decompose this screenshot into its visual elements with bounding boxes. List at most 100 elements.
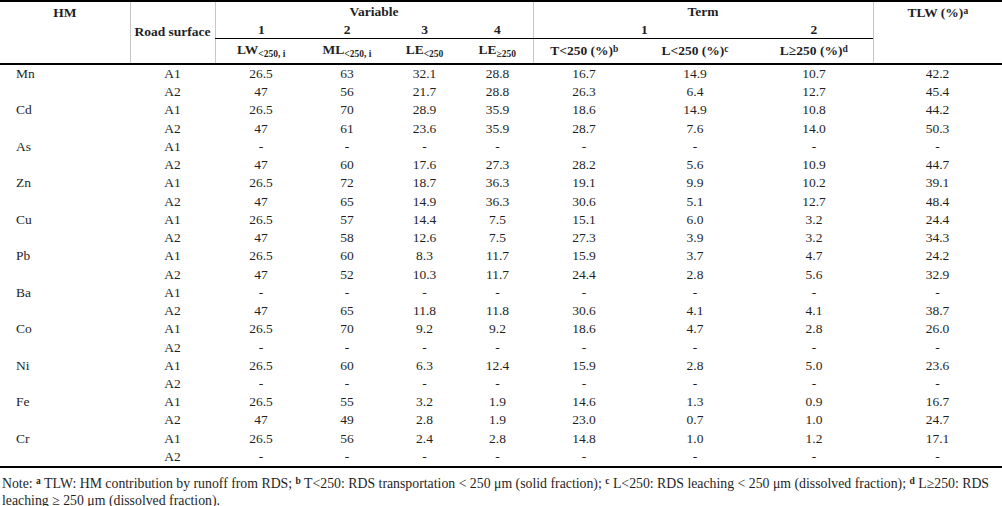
le-over-250-value-cell: - xyxy=(462,375,533,393)
hm-label xyxy=(0,448,130,467)
t-under-250-value-cell: 15.9 xyxy=(533,357,635,375)
l-over-250-value-cell: 4.1 xyxy=(755,302,873,320)
le-over-250-subheader: LE≥250 xyxy=(462,39,533,65)
table-row: A2 - - - - - - - - xyxy=(0,375,1002,393)
l-over-250-value-cell: - xyxy=(755,138,873,156)
le-under-250-value-cell: 3.2 xyxy=(387,393,462,411)
hm-label: Ni xyxy=(0,357,130,375)
l-under-250-value-cell: 9.9 xyxy=(635,174,755,192)
t-under-250-subheader: T<250 (%)b xyxy=(533,39,635,65)
table-body: Mn A1 26.5 63 32.1 28.8 16.7 14.9 10.7 4… xyxy=(0,64,1002,467)
le-under-250-value-cell: - xyxy=(387,375,462,393)
le-over-250-value-cell: 27.3 xyxy=(462,156,533,174)
tlw-superscript: a xyxy=(963,6,968,16)
tlw-value-cell: 26.0 xyxy=(873,320,1002,338)
ml-value-cell: 55 xyxy=(307,393,387,411)
subheader-base: LE xyxy=(479,42,497,57)
lw-value-cell: 26.5 xyxy=(215,393,307,411)
ml-value-cell: 63 xyxy=(307,64,387,83)
t-under-250-value-cell: 30.6 xyxy=(533,302,635,320)
table-row: A2 47 61 23.6 35.9 28.7 7.6 14.0 50.3 xyxy=(0,120,1002,138)
tlw-value-cell: - xyxy=(873,284,1002,302)
hm-label xyxy=(0,266,130,284)
road-surface-value: A2 xyxy=(130,156,215,174)
road-surface-value: A2 xyxy=(130,229,215,247)
ml-value-cell: 56 xyxy=(307,430,387,448)
le-under-250-value-cell: 14.4 xyxy=(387,211,462,229)
term-group-1-header: 1 xyxy=(533,23,755,39)
tlw-value-cell: 23.6 xyxy=(873,357,1002,375)
l-over-250-value-cell: - xyxy=(755,284,873,302)
t-under-250-value-cell: 14.8 xyxy=(533,430,635,448)
table-row: Mn A1 26.5 63 32.1 28.8 16.7 14.9 10.7 4… xyxy=(0,64,1002,83)
l-over-250-value-cell: 14.0 xyxy=(755,120,873,138)
table-row: Ba A1 - - - - - - - - xyxy=(0,284,1002,302)
hm-label xyxy=(0,193,130,211)
hm-label: Pb xyxy=(0,247,130,265)
lw-value-cell: - xyxy=(215,375,307,393)
term-group-2-header: 2 xyxy=(755,23,873,39)
le-over-250-value-cell: 1.9 xyxy=(462,411,533,429)
l-over-250-value-cell: 4.7 xyxy=(755,247,873,265)
table-row: Cd A1 26.5 70 28.9 35.9 18.6 14.9 10.8 4… xyxy=(0,101,1002,119)
tlw-value-cell: 24.7 xyxy=(873,411,1002,429)
le-under-250-value-cell: - xyxy=(387,138,462,156)
le-over-250-value-cell: 11.7 xyxy=(462,266,533,284)
lw-value-cell: 47 xyxy=(215,193,307,211)
table-row: Fe A1 26.5 55 3.2 1.9 14.6 1.3 0.9 16.7 xyxy=(0,393,1002,411)
table-row: A2 - - - - - - - - xyxy=(0,339,1002,357)
table-row: Zn A1 26.5 72 18.7 36.3 19.1 9.9 10.2 39… xyxy=(0,174,1002,192)
le-under-250-value-cell: 8.3 xyxy=(387,247,462,265)
lw-value-cell: 47 xyxy=(215,120,307,138)
tlw-value-cell: 24.4 xyxy=(873,211,1002,229)
le-over-250-value-cell: 36.3 xyxy=(462,174,533,192)
table-row: Cu A1 26.5 57 14.4 7.5 15.1 6.0 3.2 24.4 xyxy=(0,211,1002,229)
l-under-250-value-cell: 6.4 xyxy=(635,83,755,101)
ml-value-cell: 49 xyxy=(307,411,387,429)
l-under-250-value-cell: 4.1 xyxy=(635,302,755,320)
road-surface-value: A1 xyxy=(130,138,215,156)
lw-value-cell: 26.5 xyxy=(215,357,307,375)
l-over-250-value-cell: 10.9 xyxy=(755,156,873,174)
l-under-250-subheader: L<250 (%)c xyxy=(635,39,755,65)
hm-label xyxy=(0,411,130,429)
lw-value-cell: 26.5 xyxy=(215,247,307,265)
hm-label xyxy=(0,229,130,247)
le-under-250-value-cell: 10.3 xyxy=(387,266,462,284)
ml-value-cell: - xyxy=(307,138,387,156)
t-under-250-value-cell: - xyxy=(533,284,635,302)
le-under-250-value-cell: 14.9 xyxy=(387,193,462,211)
tlw-value-cell: 44.2 xyxy=(873,101,1002,119)
variable-3-header: 3 xyxy=(387,23,462,39)
table-row: A2 47 65 14.9 36.3 30.6 5.1 12.7 48.4 xyxy=(0,193,1002,211)
table-header: HM Road surface Variable Term TLW (%)a 1… xyxy=(0,1,1002,64)
le-over-250-value-cell: 7.5 xyxy=(462,211,533,229)
hm-label: Cd xyxy=(0,101,130,119)
ml-value-cell: 70 xyxy=(307,101,387,119)
subheader-subscript: ≥250 xyxy=(497,48,516,58)
tlw-value-cell: 42.2 xyxy=(873,64,1002,83)
term-group-header: Term xyxy=(533,1,873,23)
l-under-250-value-cell: - xyxy=(635,339,755,357)
lw-value-cell: - xyxy=(215,448,307,467)
road-surface-value: A2 xyxy=(130,120,215,138)
road-surface-value: A2 xyxy=(130,448,215,467)
hm-label xyxy=(0,83,130,101)
lw-value-cell: 26.5 xyxy=(215,211,307,229)
table-row: Pb A1 26.5 60 8.3 11.7 15.9 3.7 4.7 24.2 xyxy=(0,247,1002,265)
road-surface-column-header: Road surface xyxy=(130,1,215,64)
l-under-250-value-cell: 3.9 xyxy=(635,229,755,247)
table-row: Ni A1 26.5 60 6.3 12.4 15.9 2.8 5.0 23.6 xyxy=(0,357,1002,375)
t-under-250-value-cell: - xyxy=(533,448,635,467)
tlw-value-cell: 45.4 xyxy=(873,83,1002,101)
le-under-250-value-cell: 28.9 xyxy=(387,101,462,119)
le-under-250-value-cell: 2.4 xyxy=(387,430,462,448)
le-over-250-value-cell: 36.3 xyxy=(462,193,533,211)
hm-label: As xyxy=(0,138,130,156)
road-surface-value: A2 xyxy=(130,83,215,101)
le-under-250-value-cell: 12.6 xyxy=(387,229,462,247)
l-under-250-value-cell: - xyxy=(635,138,755,156)
le-under-250-value-cell: 23.6 xyxy=(387,120,462,138)
le-under-250-subheader: LE<250 xyxy=(387,39,462,65)
road-surface-value: A1 xyxy=(130,174,215,192)
